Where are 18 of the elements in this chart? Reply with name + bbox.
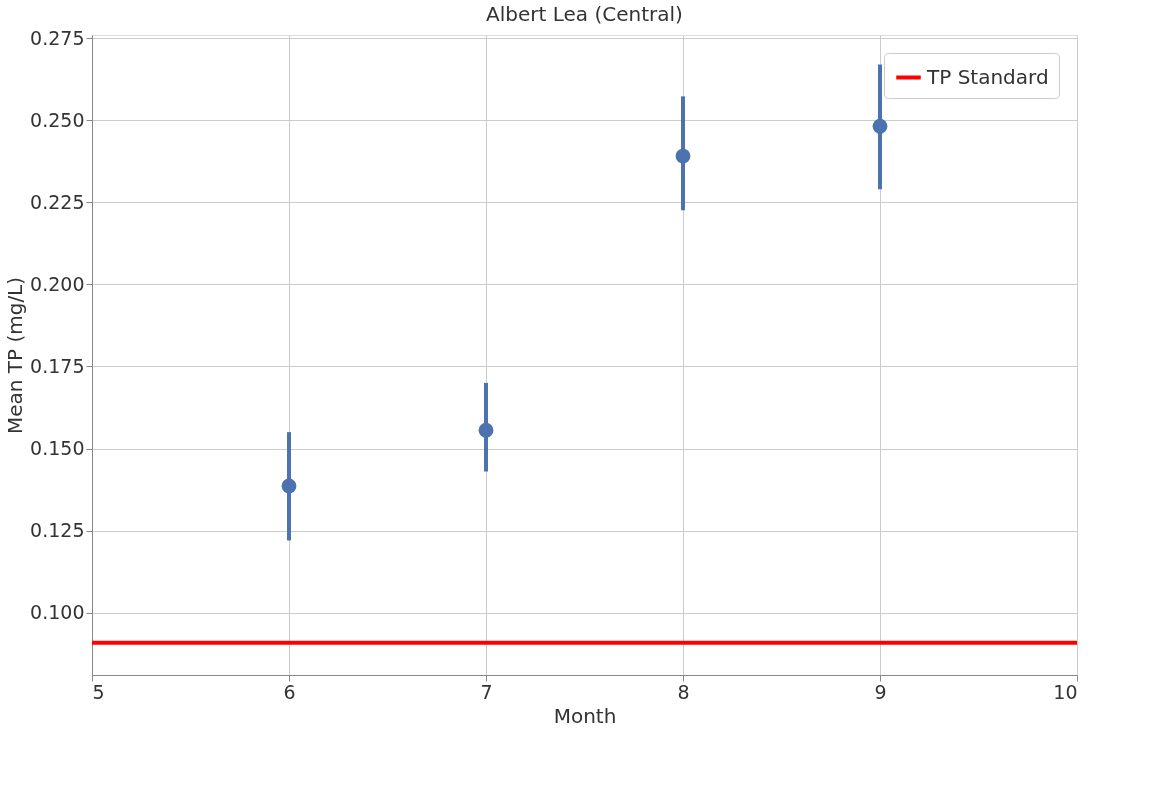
x-tick-label: 9	[874, 680, 887, 703]
y-tick-label: 0.175	[30, 354, 85, 377]
y-tick-label: 0.100	[30, 601, 85, 624]
x-tick-label: 5	[92, 680, 105, 703]
x-axis-title: Month	[553, 703, 617, 728]
y-tick-label: 0.200	[30, 272, 85, 295]
x-tick-label: 6	[283, 680, 296, 703]
y-tick-label: 0.250	[30, 108, 85, 131]
y-tick-label: 0.125	[30, 519, 85, 542]
y-tick-label: 0.275	[30, 26, 85, 49]
y-tick-label: 0.225	[30, 190, 85, 213]
y-tick-label: 0.150	[30, 437, 85, 460]
x-tick-label: 10	[1053, 680, 1078, 703]
chart-title: Albert Lea (Central)	[486, 2, 683, 27]
legend-label: TP Standard	[926, 64, 1049, 89]
x-tick-label: 8	[677, 680, 690, 703]
y-axis-title: Mean TP (mg/L)	[3, 276, 28, 435]
x-tick-label: 7	[480, 680, 493, 703]
